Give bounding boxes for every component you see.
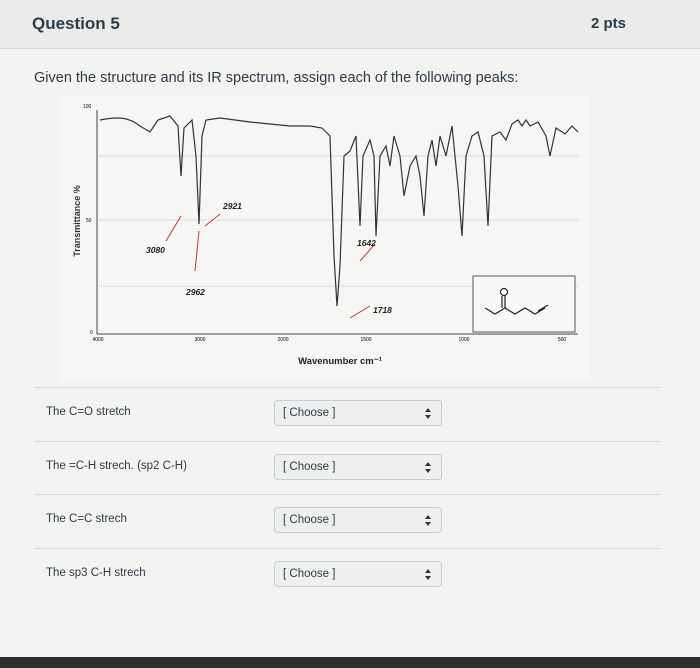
question-header: Question 5 2 pts (0, 0, 700, 49)
spectrum-trace (99, 115, 579, 307)
select-text: [ Choose ] (283, 568, 336, 580)
question-label: The =C-H strech. (sp2 C-H) (46, 460, 187, 472)
figure-bg (60, 96, 590, 381)
peak-label: 2962 (185, 287, 205, 297)
prompt: Given the structure and its IR spectrum,… (34, 70, 519, 86)
x-tick: 2000 (277, 337, 288, 343)
question-label: The C=C strech (46, 513, 127, 525)
screen-edge (0, 657, 700, 668)
y-axis-label: Transmittance % (72, 185, 82, 257)
peak-label: 1718 (373, 305, 392, 315)
x-tick: 3000 (194, 337, 205, 343)
x-tick: 500 (558, 337, 567, 343)
question-row: The C=O stretch [ Choose ] (34, 387, 660, 441)
question-title: Question 5 (32, 14, 120, 33)
ir-spectrum: 100 50 0 4000 3000 2000 1500 1000 500 Tr… (60, 96, 590, 381)
answer-select[interactable]: [ Choose ] (274, 400, 442, 426)
peak-label: 2921 (222, 201, 242, 211)
select-text: [ Choose ] (283, 407, 336, 419)
structure (484, 287, 549, 315)
select-text: [ Choose ] (283, 514, 336, 526)
question-label: The sp3 C-H strech (46, 567, 146, 579)
question-row: The C=C strech [ Choose ] (34, 494, 660, 548)
question-label: The C=O stretch (46, 406, 131, 418)
question-row: The =C-H strech. (sp2 C-H) [ Choose ] (34, 441, 660, 495)
select-text: [ Choose ] (283, 461, 336, 473)
x-tick: 4000 (92, 337, 103, 343)
question-row: The sp3 C-H strech [ Choose ] (34, 548, 660, 602)
x-tick: 1000 (458, 337, 469, 343)
answer-select[interactable]: [ Choose ] (274, 561, 442, 587)
x-tick: 1500 (360, 337, 371, 343)
y-tick: 100 (83, 104, 92, 110)
peak-label: 1642 (357, 238, 376, 248)
answer-select[interactable]: [ Choose ] (274, 454, 442, 480)
answer-select[interactable]: [ Choose ] (274, 507, 442, 533)
structure-box (472, 275, 576, 333)
y-tick: 0 (90, 330, 93, 336)
points: 2 pts (590, 15, 626, 32)
peak-arrows (165, 213, 376, 319)
peak-label: 3080 (146, 245, 165, 255)
y-tick: 50 (86, 218, 92, 224)
x-axis-label: Wavenumber cm⁻¹ (298, 356, 382, 367)
